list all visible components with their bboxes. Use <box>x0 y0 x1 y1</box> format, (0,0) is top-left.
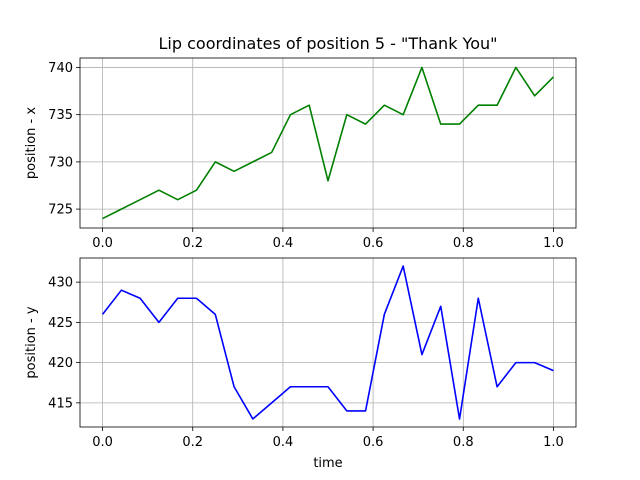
x-tick-label: 0.0 <box>92 236 113 251</box>
x-tick-label: 0.8 <box>453 435 474 450</box>
y-tick-label: 730 <box>48 155 73 170</box>
x-tick-label: 1.0 <box>543 435 564 450</box>
bottom-panel-y-position: 0.0 0.2 0.4 0.6 0.8 1.0 415 420 425 430 position -… <box>24 257 577 471</box>
x-tick-label: 0.2 <box>182 236 203 251</box>
y-tick-label: 415 <box>48 396 73 411</box>
x-tick-label: 0.4 <box>273 236 294 251</box>
x-tick-label: 0.4 <box>273 435 294 450</box>
plot-frame <box>79 257 577 428</box>
y-tick-label: 740 <box>48 61 73 76</box>
series-line <box>101 265 554 420</box>
x-tick-label: 0.0 <box>92 435 113 450</box>
plot-frame <box>79 57 577 229</box>
x-tick-label: 0.6 <box>363 236 384 251</box>
x-tick-label: 0.6 <box>363 435 384 450</box>
top-panel-x-position: 0.0 0.2 0.4 0.6 0.8 1.0 725 730 735 740 position -… <box>24 57 577 251</box>
y-tick-label: 735 <box>48 108 73 123</box>
y-tick-label: 420 <box>48 356 73 371</box>
x-tick-label: 1.0 <box>543 236 564 251</box>
y-axis-label: position - y <box>24 306 39 378</box>
y-axis-label: position - x <box>24 107 39 179</box>
x-axis-label: time <box>313 456 342 471</box>
x-tick-label: 0.8 <box>453 236 474 251</box>
x-tick-label: 0.2 <box>182 435 203 450</box>
chart-title: Lip coordinates of position 5 - "Thank Y… <box>159 34 498 53</box>
y-tick-label: 425 <box>48 316 73 331</box>
series-line <box>102 66 555 220</box>
y-tick-label: 725 <box>48 203 73 218</box>
y-tick-label: 430 <box>48 276 73 291</box>
